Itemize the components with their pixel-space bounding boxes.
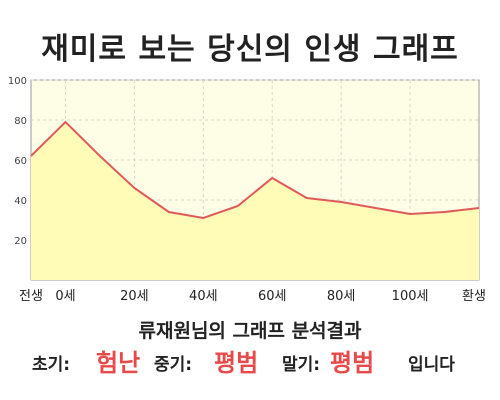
- result-suffix: 입니다: [408, 354, 455, 376]
- y-tick-label: 60: [14, 156, 27, 167]
- y-tick-label: 100: [8, 76, 27, 87]
- mid-life-label: 중기:: [154, 354, 192, 376]
- x-tick-label: 80세: [327, 289, 356, 304]
- life-graph-chart: 100 80 60 40 20 전생 0세 20세 40세 60세 80세 100세 환생: [0, 70, 500, 310]
- late-life-label: 말기:: [282, 354, 320, 376]
- y-tick-label: 20: [14, 236, 27, 247]
- x-tick-label: 100세: [392, 289, 429, 304]
- early-life-value: 험난: [96, 348, 140, 378]
- y-axis-labels: 100 80 60 40 20: [8, 76, 27, 247]
- analysis-subtitle: 류재원님의 그래프 분석결과: [0, 318, 500, 344]
- page-title: 재미로 보는 당신의 인생 그래프: [0, 30, 500, 70]
- y-tick-label: 40: [14, 196, 27, 207]
- x-axis-labels: 전생 0세 20세 40세 60세 80세 100세 환생: [19, 289, 486, 304]
- x-tick-label: 환생: [462, 289, 486, 304]
- y-tick-label: 80: [14, 116, 27, 127]
- mid-life-value: 평범: [214, 348, 258, 378]
- x-tick-label: 40세: [189, 289, 218, 304]
- x-tick-label: 전생: [19, 289, 43, 304]
- x-tick-label: 20세: [120, 289, 149, 304]
- x-tick-label: 60세: [258, 289, 287, 304]
- late-life-value: 평범: [330, 348, 374, 378]
- early-life-label: 초기:: [32, 354, 70, 376]
- analysis-result: 초기: 험난 중기: 평범 말기: 평범 입니다: [0, 346, 500, 382]
- x-tick-label: 0세: [55, 289, 75, 304]
